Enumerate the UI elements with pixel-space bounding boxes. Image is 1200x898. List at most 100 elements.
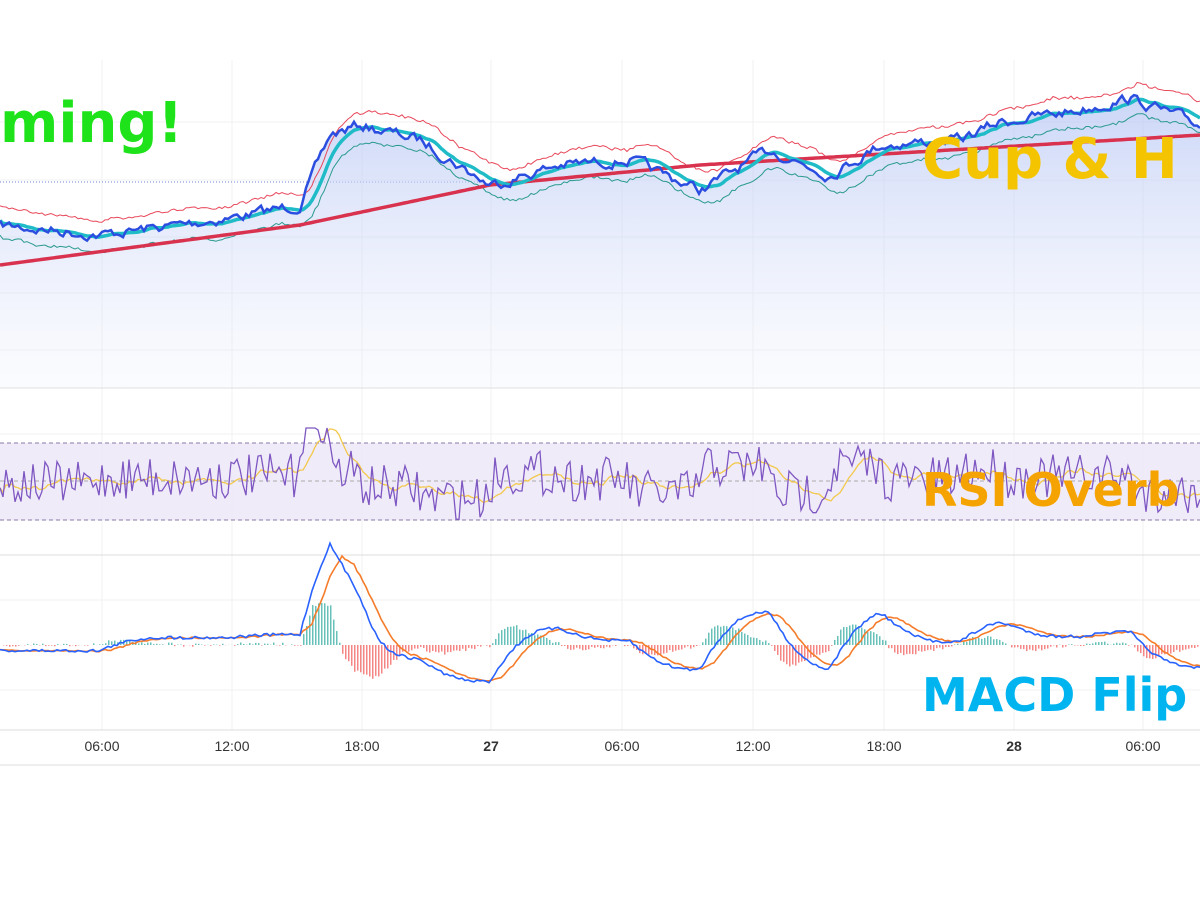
macd-histogram — [222, 643, 224, 645]
macd-histogram — [828, 645, 830, 652]
macd-histogram — [9, 645, 11, 647]
macd-histogram — [966, 641, 968, 645]
macd-histogram — [669, 645, 671, 651]
macd-histogram — [678, 645, 680, 650]
macd-histogram — [126, 639, 128, 645]
macd-histogram — [579, 645, 581, 649]
macd-histogram — [870, 631, 872, 645]
macd-histogram — [144, 643, 146, 645]
macd-histogram — [843, 626, 845, 645]
macd-histogram — [753, 637, 755, 645]
macd-histogram — [1047, 645, 1049, 649]
macd-histogram — [435, 645, 437, 652]
macd-histogram — [591, 645, 593, 647]
macd-histogram — [978, 637, 980, 645]
macd-histogram — [156, 643, 158, 645]
macd-histogram — [831, 645, 833, 646]
macd-histogram — [1152, 645, 1154, 660]
macd-histogram — [957, 643, 959, 645]
macd-histogram — [513, 626, 515, 645]
macd-histogram — [345, 645, 347, 660]
macd-histogram — [291, 644, 293, 645]
macd-histogram — [951, 645, 953, 647]
macd-histogram — [702, 642, 704, 645]
macd-histogram — [66, 643, 68, 645]
macd-histogram — [1116, 642, 1118, 645]
macd-histogram — [408, 645, 410, 652]
macd-histogram — [1092, 643, 1094, 645]
macd-histogram — [747, 634, 749, 645]
macd-histogram — [738, 628, 740, 645]
macd-histogram — [573, 645, 575, 650]
macd-histogram — [426, 645, 428, 652]
macd-histogram — [1191, 645, 1193, 648]
macd-histogram — [51, 645, 53, 646]
macd-histogram — [198, 643, 200, 645]
macd-histogram — [909, 645, 911, 654]
macd-histogram — [918, 645, 920, 651]
macd-histogram — [720, 626, 722, 645]
macd-histogram — [282, 642, 284, 645]
macd-histogram — [1026, 645, 1028, 652]
annotation: Cup & H — [922, 127, 1178, 192]
macd-histogram — [774, 645, 776, 651]
macd-histogram — [681, 645, 683, 650]
macd-histogram — [378, 645, 380, 677]
macd-histogram — [219, 645, 221, 646]
macd-histogram — [492, 643, 494, 645]
macd-histogram — [729, 627, 731, 645]
macd-histogram — [804, 645, 806, 662]
macd-histogram — [1188, 645, 1190, 649]
macd-histogram — [1032, 645, 1034, 651]
macd-histogram — [480, 645, 482, 647]
macd-histogram — [873, 632, 875, 645]
macd-histogram — [1128, 645, 1130, 646]
macd-histogram — [477, 645, 479, 647]
macd-histogram — [309, 615, 311, 645]
time-label: 12:00 — [735, 738, 770, 754]
macd-histogram — [594, 645, 596, 648]
macd-histogram — [693, 645, 695, 648]
macd-histogram — [549, 639, 551, 645]
macd-histogram — [195, 643, 197, 645]
macd-histogram — [510, 626, 512, 645]
macd-histogram — [213, 644, 215, 645]
macd-histogram — [303, 634, 305, 645]
macd-histogram — [1011, 645, 1013, 648]
macd-histogram — [1137, 645, 1139, 652]
macd-histogram — [882, 639, 884, 645]
macd-histogram — [765, 640, 767, 645]
macd-histogram — [915, 645, 917, 655]
macd-histogram — [357, 645, 359, 671]
macd-histogram — [1158, 645, 1160, 656]
macd-histogram — [462, 645, 464, 649]
macd-histogram — [450, 645, 452, 653]
macd-histogram — [441, 645, 443, 652]
macd-histogram — [1104, 641, 1106, 645]
macd-histogram — [57, 644, 59, 645]
macd-histogram — [564, 645, 566, 646]
macd-histogram — [1050, 645, 1052, 647]
macd-histogram — [1020, 645, 1022, 649]
macd-histogram — [255, 642, 257, 645]
time-label: 28 — [1006, 738, 1022, 754]
macd-histogram — [1035, 645, 1037, 652]
macd-histogram — [414, 645, 416, 649]
macd-histogram — [1146, 645, 1148, 659]
macd-histogram — [339, 642, 341, 645]
macd-histogram — [1065, 645, 1067, 647]
macd-histogram — [312, 605, 314, 645]
macd-histogram — [825, 645, 827, 653]
macd-histogram — [852, 624, 854, 645]
macd-histogram — [75, 645, 77, 647]
macd-histogram — [237, 644, 239, 645]
macd-histogram — [1098, 642, 1100, 645]
macd-histogram — [933, 645, 935, 651]
macd-histogram — [864, 629, 866, 645]
time-label: 06:00 — [1125, 738, 1160, 754]
macd-histogram — [183, 645, 185, 647]
macd-histogram — [780, 645, 782, 661]
macd-histogram — [633, 645, 635, 649]
macd-histogram — [84, 645, 86, 646]
macd-histogram — [876, 634, 878, 645]
